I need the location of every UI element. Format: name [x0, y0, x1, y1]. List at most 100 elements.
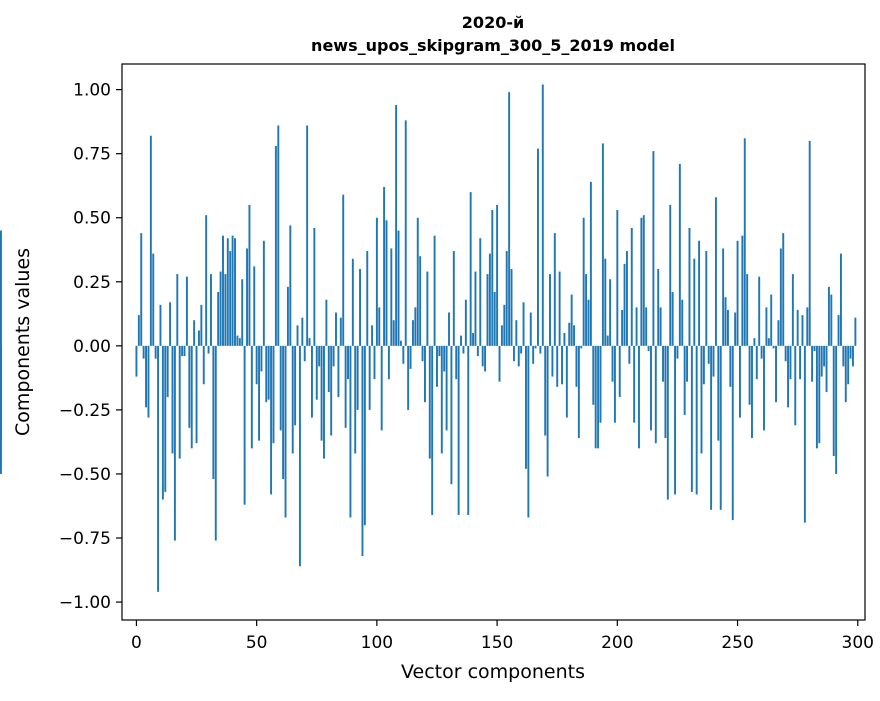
bar-component-152	[500, 325, 503, 346]
x-tick-label: 50	[246, 633, 268, 653]
bar-component-36	[222, 235, 224, 346]
bar-component-96	[366, 251, 369, 346]
bar-component-296	[847, 345, 850, 385]
bar-component-6	[149, 135, 152, 346]
bar-component-299	[854, 317, 857, 346]
y-tick-label: −0.50	[59, 465, 111, 485]
bar-component-144	[481, 345, 484, 367]
bar-component-146	[486, 274, 489, 346]
bar-component-27	[200, 304, 203, 346]
bar-component-5	[147, 345, 150, 418]
bar-component-121	[426, 271, 429, 346]
bar-component-180	[568, 322, 571, 346]
bar-component-113	[407, 345, 410, 410]
bar-component-181	[570, 294, 573, 346]
bar-component-192	[597, 345, 600, 449]
bar-component-143	[479, 238, 482, 346]
bar-component-285	[820, 345, 823, 377]
chart-title-line-2: news_upos_skipgram_300_5_2019 model	[311, 36, 675, 55]
bar-component-31	[210, 274, 212, 346]
bar-component-183	[575, 345, 578, 387]
bar-component-176	[558, 271, 561, 346]
bar-component-98	[371, 325, 374, 346]
bar-component-232	[693, 258, 696, 346]
bar-component-160	[520, 345, 523, 354]
bar-component-74	[313, 227, 316, 346]
bar-component-142	[476, 345, 479, 357]
bar-component-86	[342, 194, 345, 346]
bar-component-68	[298, 345, 301, 567]
bar-component-65	[291, 345, 294, 454]
bar-component-24	[193, 320, 196, 346]
bar-component-155	[508, 92, 511, 346]
y-axis: −1.00 −0.75 −0.50 −0.25 0.00 0.25 0.50 0.75 1.00	[59, 81, 122, 613]
bar-component-149	[493, 292, 496, 346]
bar-component-267	[777, 320, 780, 346]
bar-component-266	[775, 345, 777, 403]
bar-component-135	[460, 335, 462, 346]
bar-component-136	[462, 345, 465, 354]
bar-component-212	[645, 307, 648, 346]
bar-component-238	[707, 345, 710, 364]
bar-component-198	[611, 345, 614, 382]
bar-component-41	[234, 238, 236, 346]
bar-component-102	[380, 345, 383, 431]
bar-component-193	[599, 345, 602, 423]
bar-component-54	[265, 345, 268, 403]
bar-component-130	[448, 312, 450, 346]
bar-component-261	[763, 345, 765, 431]
bar-component-277	[801, 315, 804, 346]
y-tick-label: 0.75	[73, 145, 111, 165]
bar-component-37	[224, 274, 227, 346]
y-tick-label: 0.25	[73, 273, 111, 293]
bar-component-186	[582, 217, 585, 346]
bar-component-209	[638, 345, 640, 449]
bar-component-59	[277, 125, 280, 346]
bar-component-undefined	[0, 230, 2, 346]
bar-component-157	[512, 345, 515, 362]
bar-component-161	[522, 302, 525, 346]
bar-component-129	[445, 345, 448, 431]
bar-component-225	[676, 345, 679, 359]
bar-component-205	[628, 345, 631, 364]
bar-component-109	[397, 230, 400, 346]
bar-component-90	[351, 258, 354, 346]
bar-component-undefined	[0, 345, 2, 354]
bar-component-104	[385, 220, 388, 346]
bar-component-237	[705, 251, 708, 346]
bar-component-231	[690, 345, 693, 492]
bar-component-28	[202, 345, 205, 385]
bar-component-124	[433, 235, 436, 346]
bar-component-122	[428, 345, 431, 459]
bar-component-50	[255, 345, 258, 385]
bar-component-51	[258, 345, 261, 441]
bar-component-295	[844, 345, 847, 403]
bar-component-233	[695, 345, 698, 495]
bar-component-150	[496, 204, 499, 346]
bar-component-166	[534, 345, 537, 349]
bar-component-134	[457, 345, 460, 515]
bar-component-56	[270, 345, 273, 495]
y-tick-label: −0.75	[59, 529, 111, 549]
bar-component-257	[753, 338, 756, 346]
bar-component-291	[835, 345, 838, 474]
bar-component-95	[363, 345, 366, 526]
bar-component-117	[416, 217, 419, 346]
bar-component-207	[633, 345, 636, 423]
chart-title-group: 2020-й news_upos_skipgram_300_5_2019 mod…	[311, 13, 675, 55]
bar-component-206	[630, 227, 633, 346]
bar-component-125	[436, 345, 438, 387]
bar-component-284	[818, 345, 821, 444]
y-tick-label: −1.00	[59, 593, 111, 613]
bar-component-60	[279, 345, 282, 431]
bar-component-132	[452, 251, 455, 346]
bar-component-170	[544, 345, 547, 436]
bar-component-97	[368, 345, 371, 410]
bar-component-201	[618, 345, 621, 398]
bar-component-7	[152, 253, 155, 346]
bar-component-88	[347, 345, 349, 380]
bar-component-220	[664, 345, 667, 439]
bar-component-208	[635, 307, 638, 346]
bar-component-84	[337, 345, 340, 398]
